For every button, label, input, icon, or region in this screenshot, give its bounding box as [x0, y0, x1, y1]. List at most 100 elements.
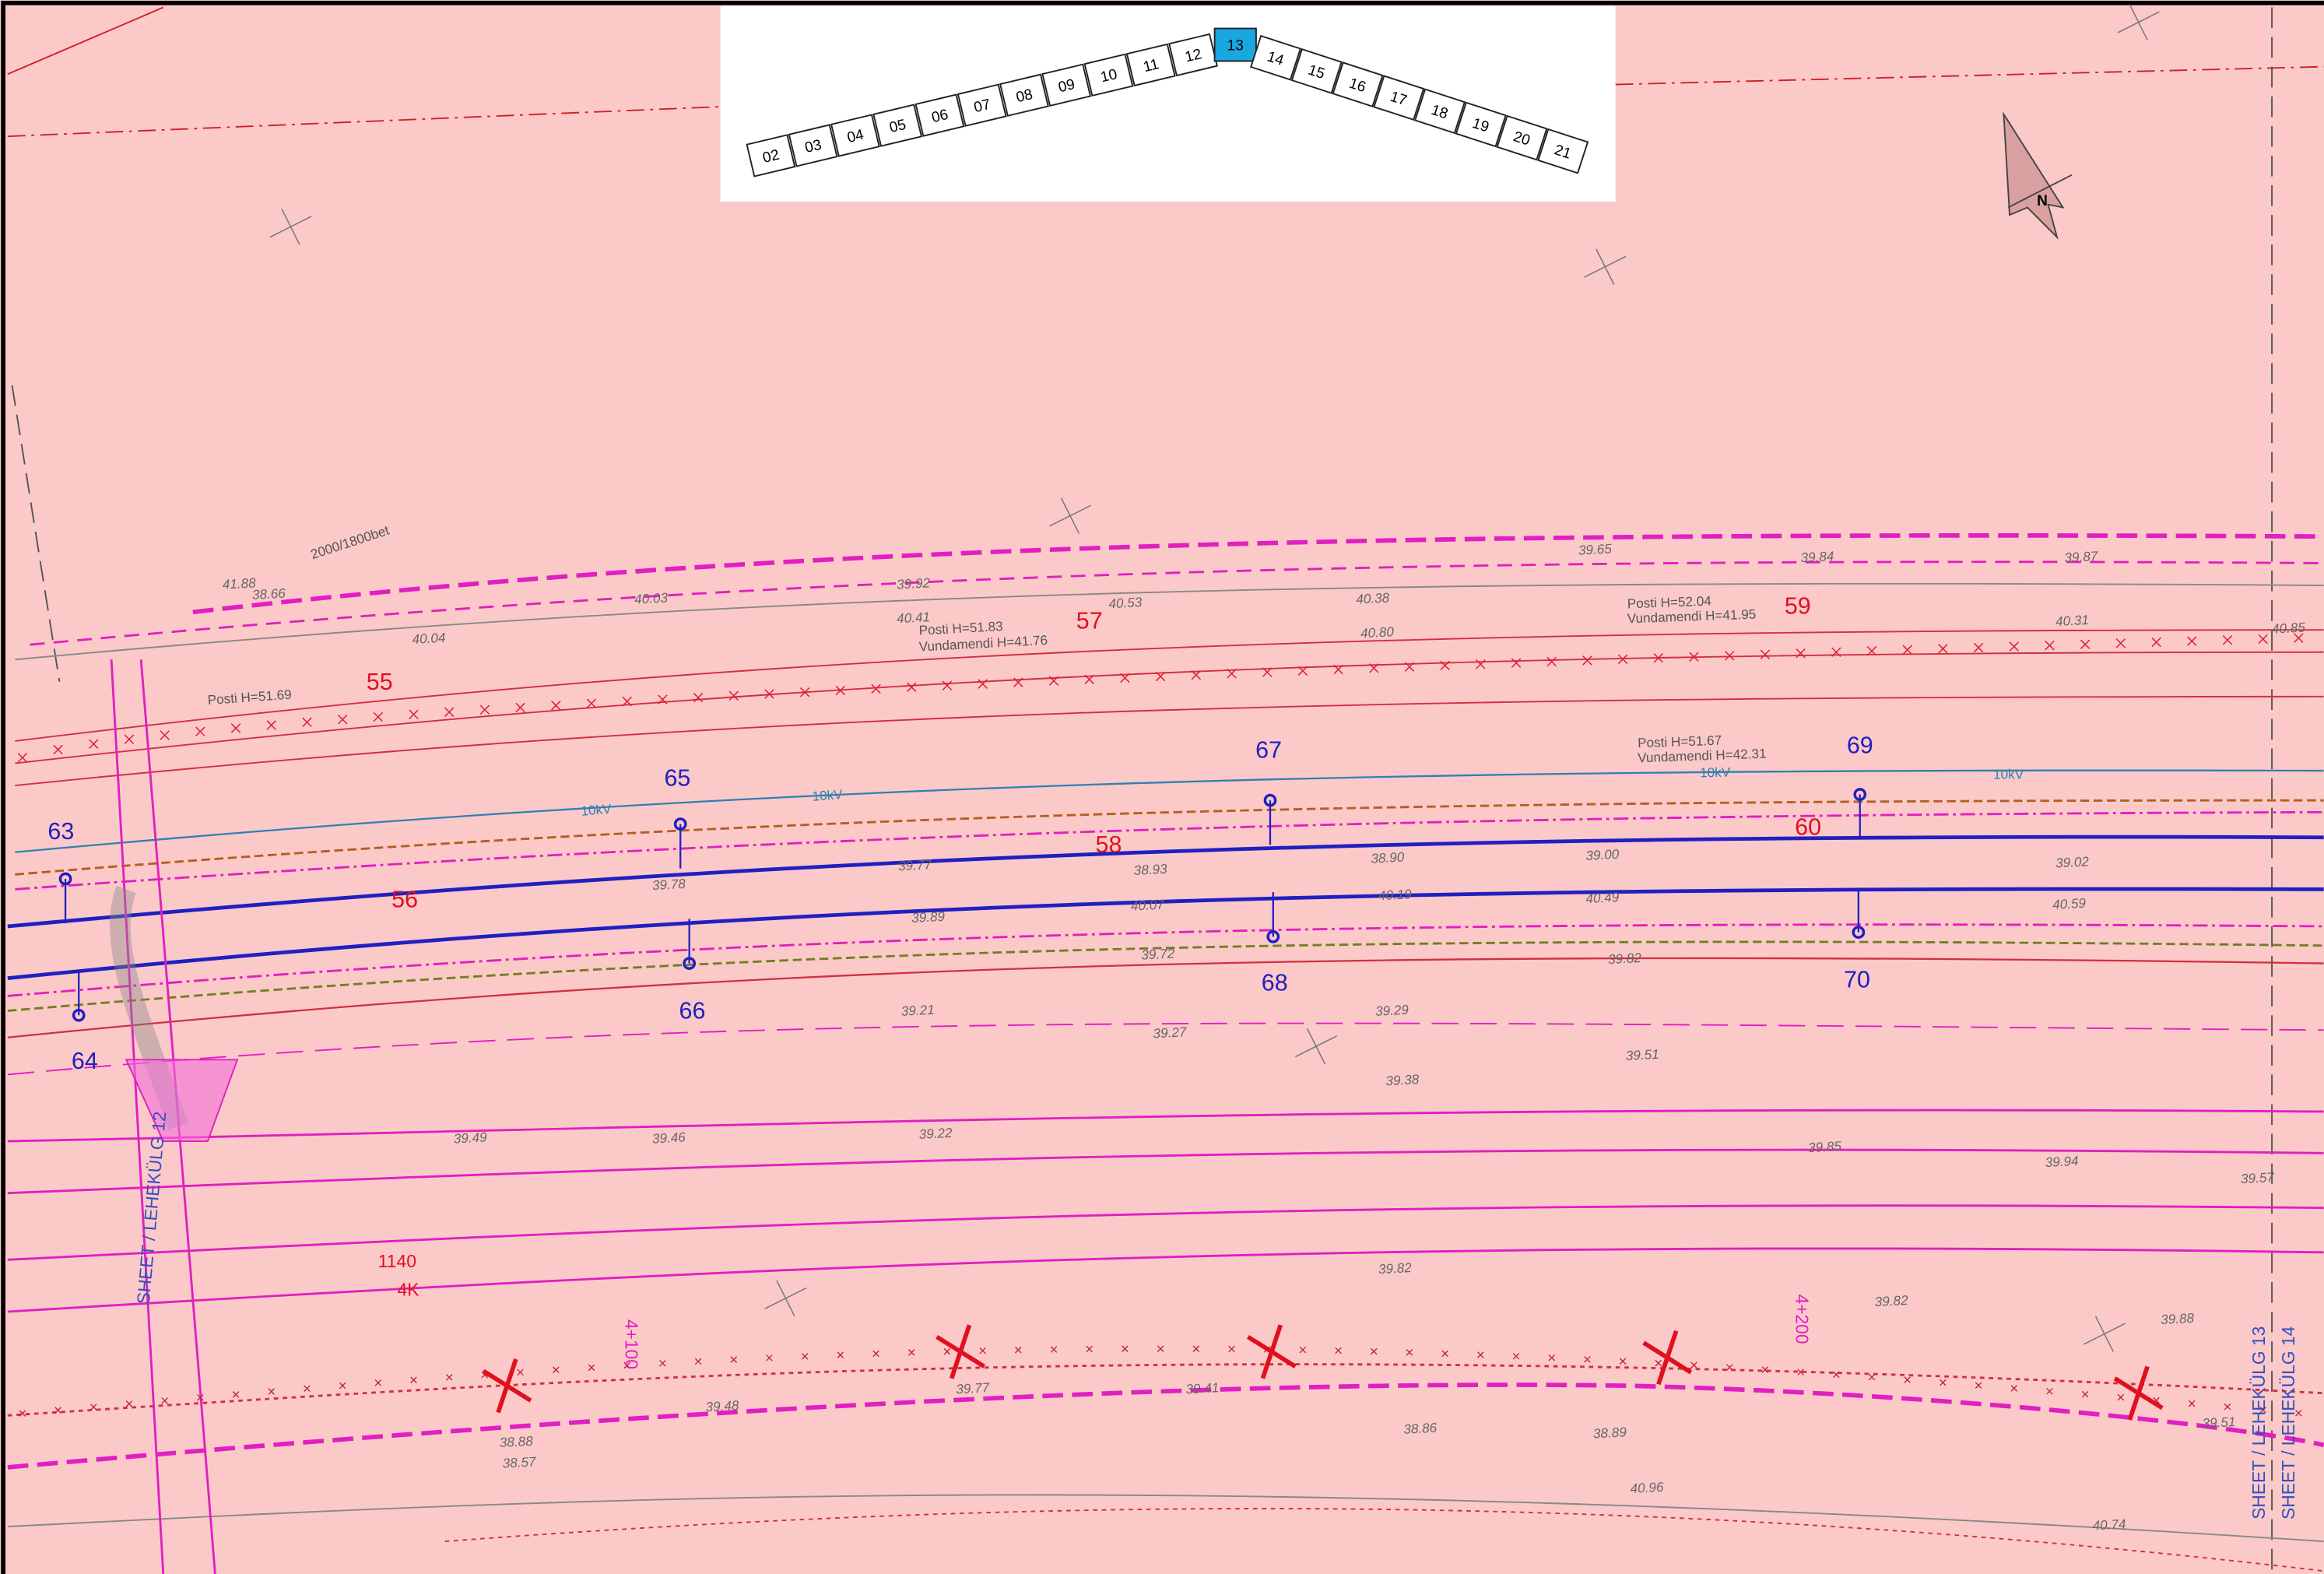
elevation: 39.92: [897, 574, 931, 592]
x-mark: [1048, 676, 1059, 686]
elevation: 39.48: [705, 1397, 739, 1414]
x-mark: [2010, 1385, 2018, 1392]
sheet-number: 04: [845, 127, 865, 146]
chainage: 4+100: [621, 1319, 641, 1369]
elevation: 40.19: [1378, 886, 1412, 903]
x-mark: [302, 717, 312, 728]
elevation: 39.77: [897, 856, 932, 873]
sheet-number: 13: [1227, 37, 1244, 54]
marker-point: [1852, 926, 1866, 939]
sheet-tile: 19: [1455, 101, 1507, 148]
elevation: 38.86: [1403, 1420, 1438, 1437]
elevation: 38.93: [1133, 861, 1167, 878]
sheet-number: 07: [972, 97, 992, 116]
boundary: [7, 6, 164, 76]
elevation: 38.57: [502, 1453, 537, 1470]
sheet-number: 03: [803, 137, 823, 156]
sheet-tile: 14: [1250, 34, 1302, 81]
x-mark: [410, 1376, 417, 1384]
sheet-tile: 03: [788, 124, 838, 167]
sheet-box: [1537, 128, 1589, 174]
elevation: 39.65: [1578, 541, 1612, 558]
x-mark: [232, 1391, 240, 1398]
sheet-box: [1083, 53, 1134, 97]
sheet-tile: 18: [1413, 88, 1466, 135]
red-marker: 57: [1076, 608, 1103, 634]
elevation: 39.51: [2202, 1414, 2236, 1431]
road-note: Posti H=51.67: [1638, 733, 1722, 751]
sheet-tile: 04: [830, 114, 880, 157]
blue-marker: 63: [47, 818, 74, 845]
blue-marker: 66: [679, 997, 706, 1024]
x-mark: [517, 1368, 524, 1376]
blue-marker: 65: [664, 765, 690, 792]
pole-cross: [1642, 1330, 1693, 1386]
elevation: 40.41: [897, 609, 931, 626]
x-mark: [588, 1364, 595, 1372]
sheet-number: 02: [761, 147, 781, 167]
blue-marker: 64: [72, 1048, 98, 1074]
sheet-tile: 17: [1373, 75, 1425, 121]
elevation: 40.07: [1130, 896, 1165, 913]
x-mark: [230, 723, 241, 733]
x-mark: [1868, 1373, 1876, 1381]
x-mark: [2151, 637, 2161, 648]
x-mark: [1797, 1368, 1804, 1375]
elevation: 38.90: [1371, 849, 1405, 866]
x-mark: [409, 709, 419, 720]
sheet-tile: 20: [1496, 114, 1548, 161]
elevation: 39.51: [1625, 1046, 1659, 1063]
marker-point: [1266, 929, 1280, 943]
north-arrow: N: [2003, 111, 2073, 240]
sheet-tile: 10: [1083, 53, 1134, 97]
x-mark: [1476, 659, 1486, 669]
elevation: 40.31: [2055, 612, 2089, 629]
sheet-box: [788, 124, 838, 167]
elevation: 39.57: [2240, 1169, 2275, 1186]
x-mark: [553, 1366, 560, 1374]
elevation: 39.87: [2064, 548, 2099, 565]
sheet-box: [872, 104, 923, 147]
grid-cross: [764, 1280, 807, 1317]
sheet-box: [1168, 33, 1218, 77]
road-note: Posti H=52.04: [1627, 593, 1711, 612]
x-mark: [907, 1349, 915, 1356]
x-mark: [1227, 669, 1237, 679]
x-mark: [2186, 636, 2197, 646]
x-mark: [728, 690, 739, 701]
x-mark: [90, 1404, 97, 1411]
x-mark: [764, 689, 774, 699]
x-mark: [2117, 1393, 2125, 1401]
x-mark: [1369, 663, 1379, 673]
red-marker: 59: [1785, 593, 1811, 620]
blue-marker: 69: [1847, 733, 1873, 759]
sheet-box: [999, 73, 1049, 117]
sheet-box: [1213, 27, 1257, 62]
x-mark: [1584, 1356, 1591, 1363]
pole-cross: [936, 1324, 986, 1379]
x-mark: [1796, 648, 1806, 659]
x-mark: [1938, 644, 1948, 654]
x-mark: [337, 715, 348, 725]
sheet-tile: 16: [1332, 61, 1384, 107]
x-mark: [1690, 1361, 1697, 1369]
red-marker: 58: [1096, 831, 1122, 858]
elevation: 40.03: [634, 589, 669, 606]
elevation: 40.59: [2052, 895, 2087, 912]
x-mark: [1228, 1345, 1235, 1353]
x-mark: [1155, 671, 1166, 682]
blue-marker: 67: [1255, 736, 1282, 763]
sheet-index-panel: [720, 5, 1616, 202]
x-mark: [195, 726, 205, 737]
sheet-number: 10: [1099, 66, 1118, 86]
elevation: 39.21: [900, 1002, 935, 1019]
x-mark: [658, 694, 668, 704]
x-mark: [1335, 1347, 1342, 1354]
x-mark: [1192, 1345, 1200, 1352]
x-mark: [1086, 1345, 1093, 1353]
x-mark: [374, 1379, 382, 1386]
pole-cross: [482, 1358, 532, 1414]
road-note: 10kV: [812, 786, 844, 804]
boundary: [7, 65, 2324, 138]
